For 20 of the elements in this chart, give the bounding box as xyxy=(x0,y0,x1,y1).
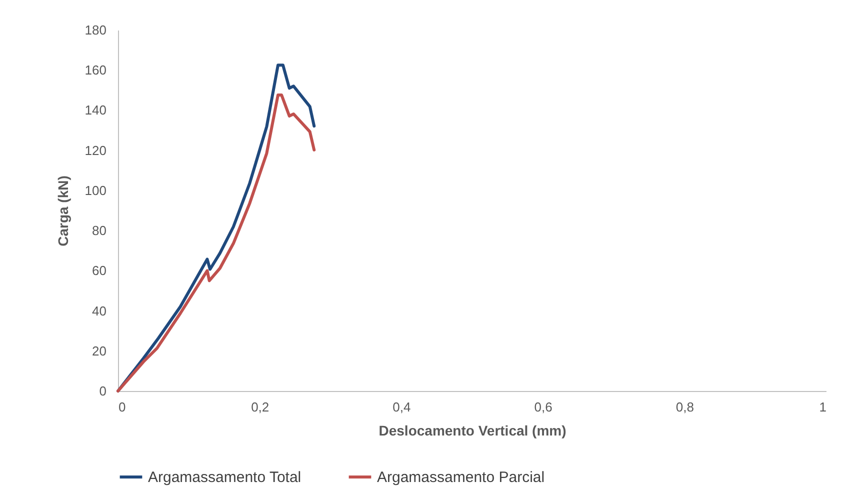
y-tick-label: 160 xyxy=(84,62,106,78)
x-tick-label: 0,4 xyxy=(392,400,411,414)
legend-label: Argamassamento Parcial xyxy=(377,469,545,486)
y-tick-label: 60 xyxy=(92,263,106,278)
y-tick-label: 40 xyxy=(92,303,106,318)
x-tick-label: 0,2 xyxy=(251,400,270,414)
x-tick-label: 0 xyxy=(118,400,126,414)
y-tick-label: 180 xyxy=(84,22,106,38)
y-tick-label: 20 xyxy=(92,343,106,358)
y-axis-title: Carga (kN) xyxy=(54,176,71,246)
x-tick-label: 1 xyxy=(819,400,826,414)
x-axis-title: Deslocamento Vertical (mm) xyxy=(378,422,566,438)
y-tick-label: 100 xyxy=(84,182,106,198)
legend-label: Argamassamento Total xyxy=(148,469,302,486)
y-tick-label: 0 xyxy=(99,384,106,398)
y-tick-label: 80 xyxy=(92,223,106,238)
y-tick-label: 140 xyxy=(84,102,106,118)
x-tick-label: 0,8 xyxy=(676,400,694,414)
x-tick-label: 0,6 xyxy=(534,400,552,414)
y-tick-label: 120 xyxy=(84,142,106,158)
